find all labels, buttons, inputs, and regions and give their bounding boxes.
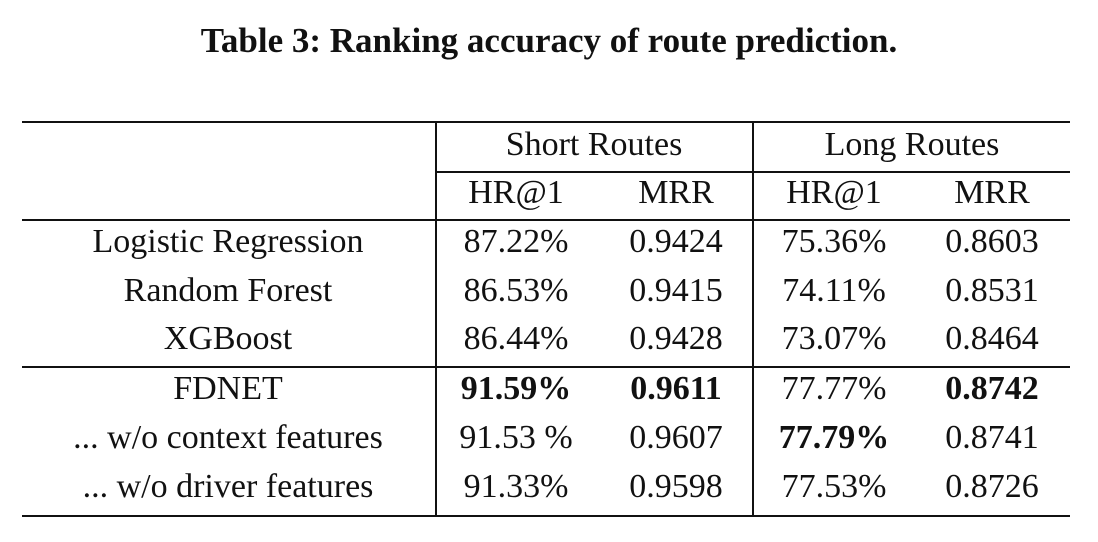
cell: 0.8531 (945, 272, 1039, 309)
row-label: ... w/o context features (73, 419, 383, 456)
column-header: HR@1 (786, 174, 882, 211)
cell: 0.8741 (945, 419, 1039, 456)
cell: 74.11% (782, 272, 886, 309)
row-label: FDNET (173, 370, 283, 407)
cell: 75.36% (782, 223, 887, 260)
column-header: MRR (638, 174, 714, 211)
cell: 86.53% (464, 272, 569, 309)
cell: 0.9598 (629, 468, 723, 505)
row-label: XGBoost (164, 320, 293, 357)
cell: 87.22% (464, 223, 569, 260)
cell: 77.77% (782, 370, 887, 407)
cell: 73.07% (782, 320, 887, 357)
cell: 77.53% (782, 468, 887, 505)
row-label: Logistic Regression (92, 223, 363, 260)
group-header: Short Routes (506, 126, 683, 163)
row-label: Random Forest (124, 272, 333, 309)
group-header: Long Routes (825, 126, 1000, 163)
cell: 0.8726 (945, 468, 1039, 505)
cell: 0.9428 (629, 320, 723, 357)
cell: 86.44% (464, 320, 569, 357)
cell: 0.8603 (945, 223, 1039, 260)
column-header: HR@1 (468, 174, 564, 211)
cell: 91.53 % (459, 419, 572, 456)
cell: 0.8464 (945, 320, 1039, 357)
cell: 0.9607 (629, 419, 723, 456)
cell: 91.33% (464, 468, 569, 505)
cell: 0.9424 (629, 223, 723, 260)
cell: 0.9611 (630, 370, 722, 407)
cell: 77.79% (779, 419, 890, 456)
row-label: ... w/o driver features (83, 468, 374, 505)
cell: 91.59% (461, 370, 572, 407)
cell: 0.8742 (945, 370, 1039, 407)
cell: 0.9415 (629, 272, 723, 309)
column-header: MRR (954, 174, 1030, 211)
table-title: Table 3: Ranking accuracy of route predi… (201, 21, 897, 60)
